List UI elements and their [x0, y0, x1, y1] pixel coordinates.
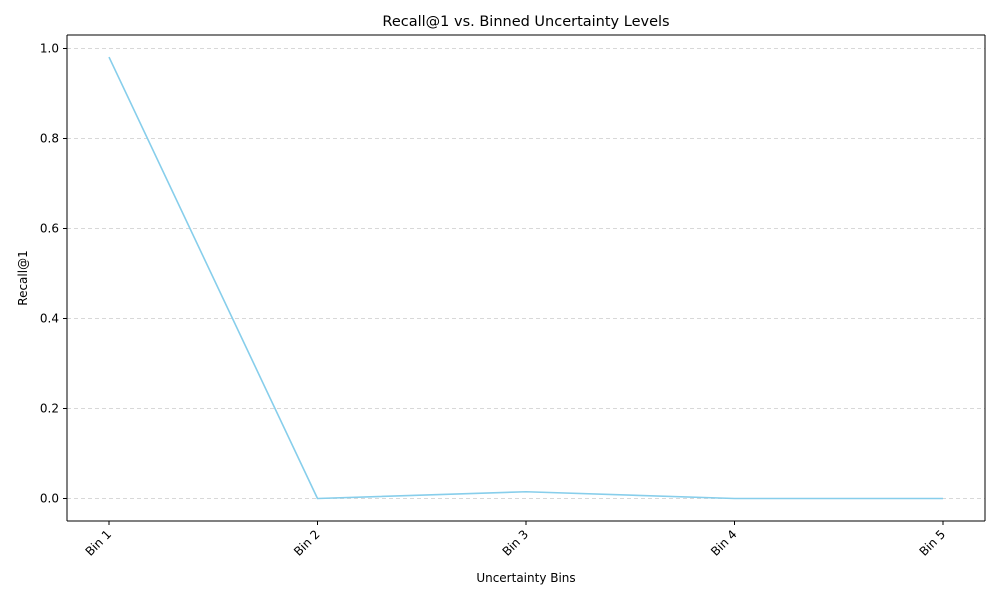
- y-tick-label: 0.4: [40, 312, 59, 326]
- y-tick-label: 0.2: [40, 402, 59, 416]
- y-tick-label: 0.0: [40, 492, 59, 506]
- y-tick-label: 0.8: [40, 132, 59, 146]
- x-axis-label: Uncertainty Bins: [476, 571, 575, 585]
- y-axis-label: Recall@1: [16, 250, 30, 305]
- y-tick-label: 0.6: [40, 222, 59, 236]
- chart-title: Recall@1 vs. Binned Uncertainty Levels: [382, 14, 669, 30]
- series-layer: [108, 56, 944, 500]
- y-tick-label: 1.0: [40, 42, 59, 56]
